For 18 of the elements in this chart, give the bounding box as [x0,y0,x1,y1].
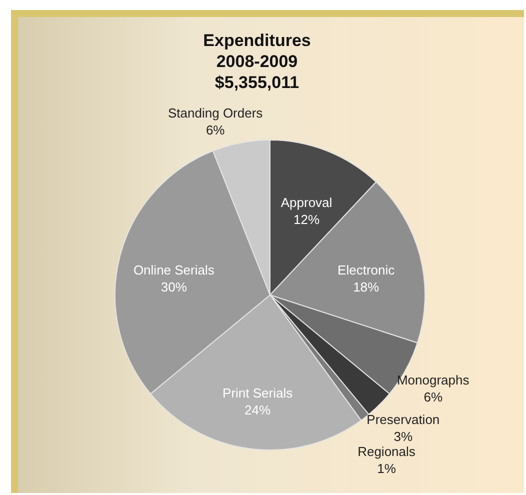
data-label: 12% [294,212,320,227]
chart-title: Expenditures 2008-2009 [203,31,311,71]
data-label: 6% [424,389,443,404]
data-label: 30% [160,279,188,294]
data-label: 24% [244,402,272,418]
slice-label: Approval [280,194,332,210]
data-label: 1% [377,461,396,476]
data-label: 18% [353,279,380,294]
slice-label: Standing Orders [168,105,264,120]
slice-label: Print Serials [222,385,294,400]
data-label: 3% [394,429,413,444]
slice-label: Regionals [358,444,416,460]
chart-subtitle: $5,355,011 [214,73,300,92]
slice-label: Electronic [338,262,396,278]
slice-label: Monographs [396,372,470,388]
slice-label: Online Serials [133,262,215,278]
slice-label: Preservation [366,412,440,428]
data-label: 6% [206,122,226,138]
